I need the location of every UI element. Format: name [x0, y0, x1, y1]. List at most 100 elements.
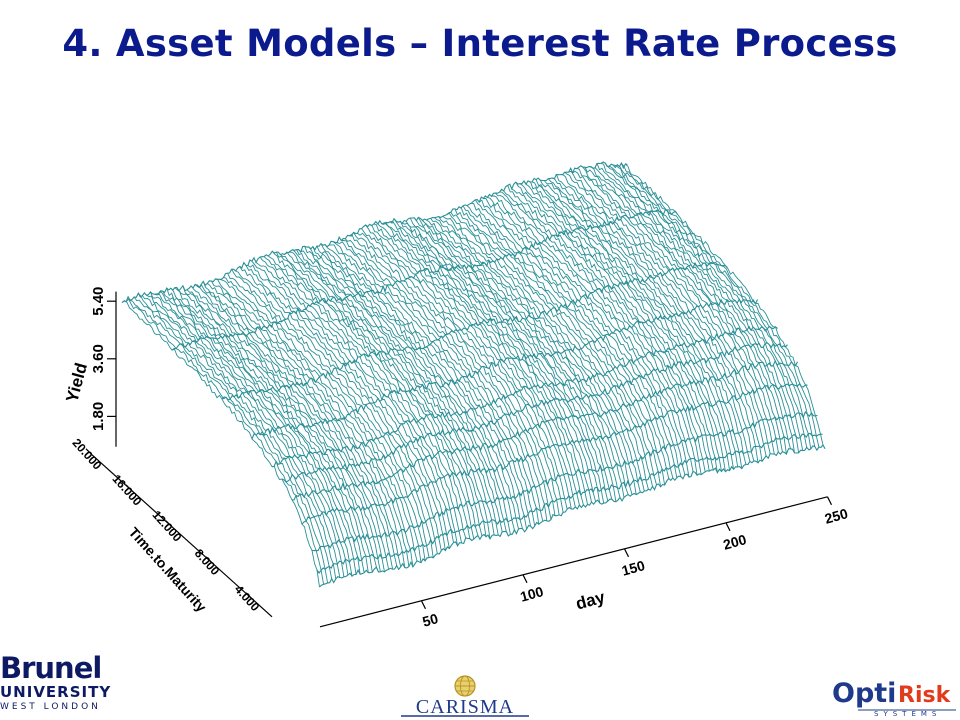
- surface-day-curve: [243, 262, 442, 551]
- surface-day-curve: [471, 202, 670, 479]
- surface-day-curve: [555, 174, 755, 462]
- surface-day-curve: [422, 220, 621, 498]
- surface-day-curve: [369, 223, 568, 510]
- x-tick: [725, 522, 731, 532]
- y-tick-label: 4.000: [232, 582, 263, 614]
- surface-day-curve: [527, 180, 726, 472]
- y-tick-label: 12.000: [149, 508, 184, 545]
- surface-day-curve: [316, 245, 515, 530]
- surface-day-curve: [523, 180, 722, 472]
- y-axis-line: [91, 454, 273, 618]
- optirisk-logo-text-b: Risk: [898, 683, 952, 708]
- yield-surface-chart: 1.803.605.40Yield4.0008.00012.00016.0002…: [62, 161, 850, 630]
- surface-day-curve: [190, 285, 390, 570]
- y-tick: [85, 448, 93, 456]
- surface-day-curve: [353, 232, 552, 520]
- surface-lines: [121, 161, 826, 588]
- surface-day-curve: [373, 223, 572, 510]
- carisma-logo: CARISMA: [401, 675, 529, 718]
- surface-day-curve: [357, 232, 556, 516]
- surface-day-curve: [215, 278, 414, 567]
- z-tick-label: 5.40: [90, 287, 107, 316]
- z-axis-label: Yield: [62, 361, 91, 405]
- surface-day-curve: [434, 217, 633, 495]
- surface-day-curve: [454, 208, 653, 487]
- surface-day-curve: [613, 164, 812, 449]
- surface-day-curve: [324, 244, 523, 529]
- x-axis-label: day: [574, 587, 608, 613]
- carisma-logo-text: CARISMA: [416, 696, 514, 718]
- surface-maturity-line: [316, 432, 823, 574]
- surface-day-curve: [450, 212, 649, 490]
- surface-day-curve: [531, 181, 731, 471]
- surface-day-curve: [503, 190, 702, 475]
- surface-day-curve: [133, 296, 333, 579]
- surface-day-curve: [231, 268, 430, 558]
- surface-day-curve: [227, 273, 426, 561]
- surface-day-curve: [308, 246, 507, 532]
- x-tick-label: 200: [721, 531, 748, 553]
- surface-day-curve: [617, 164, 816, 447]
- surface-day-curve: [178, 290, 377, 568]
- y-tick-label: 20.000: [69, 436, 104, 473]
- x-tick: [623, 548, 630, 558]
- surface-day-curve: [487, 197, 686, 475]
- surface-day-curve: [255, 262, 454, 543]
- y-tick: [205, 556, 213, 564]
- surface-maturity-line: [221, 261, 728, 401]
- surface-day-curve: [495, 192, 694, 472]
- surface-day-curve: [125, 298, 325, 585]
- surface-maturity-line: [291, 359, 798, 501]
- y-tick: [165, 520, 173, 528]
- surface-day-curve: [223, 277, 422, 563]
- surface-maturity-line: [171, 209, 678, 351]
- surface-day-curve: [235, 270, 434, 558]
- surface-day-curve: [588, 165, 787, 455]
- surface-day-curve: [154, 293, 353, 577]
- surface-day-curve: [271, 250, 471, 539]
- surface-day-curve: [121, 300, 320, 587]
- x-tick-label: 150: [620, 557, 647, 579]
- surface-day-curve: [280, 254, 479, 536]
- optirisk-logo-text-a: Opti: [832, 678, 896, 709]
- x-tick: [826, 496, 833, 506]
- surface-day-curve: [198, 284, 398, 566]
- surface-maturity-line: [319, 444, 826, 588]
- brunel-logo-location: WEST LONDON: [0, 702, 101, 712]
- surface-day-curve: [162, 290, 361, 575]
- surface-maturity-line: [301, 383, 808, 525]
- optirisk-logo-tagline: SYSTEMS: [874, 710, 941, 718]
- surface-day-curve: [219, 278, 418, 561]
- x-tick: [522, 574, 528, 584]
- surface-day-curve: [430, 218, 629, 495]
- surface-day-curve: [337, 241, 536, 526]
- surface-day-curve: [341, 239, 540, 525]
- x-axis-line: [319, 496, 828, 628]
- surface-day-curve: [580, 165, 779, 452]
- surface-day-curve: [608, 165, 808, 448]
- surface-day-curve: [247, 264, 446, 551]
- y-tick: [245, 592, 253, 600]
- surface-day-curve: [466, 205, 666, 486]
- surface-day-curve: [397, 220, 597, 502]
- surface-day-curve: [547, 178, 747, 465]
- surface-day-curve: [568, 170, 767, 456]
- surface-day-curve: [409, 217, 609, 502]
- surface-day-curve: [251, 260, 450, 549]
- surface-day-curve: [519, 183, 718, 473]
- surface-day-curve: [304, 246, 503, 532]
- surface-maturity-line: [251, 298, 759, 440]
- surface-day-curve: [552, 177, 751, 462]
- surface-day-curve: [426, 219, 625, 498]
- brunel-logo-name: Brunel: [0, 651, 102, 685]
- surface-day-curve: [438, 216, 637, 495]
- surface-day-curve: [166, 287, 365, 573]
- surface-day-curve: [365, 224, 564, 513]
- y-tick-label: 16.000: [109, 472, 144, 509]
- surface-day-curve: [600, 162, 800, 453]
- surface-day-curve: [361, 228, 560, 515]
- surface-day-curve: [344, 238, 544, 522]
- surface-day-curve: [389, 220, 588, 505]
- surface-day-curve: [300, 250, 499, 535]
- surface-day-curve: [332, 241, 532, 527]
